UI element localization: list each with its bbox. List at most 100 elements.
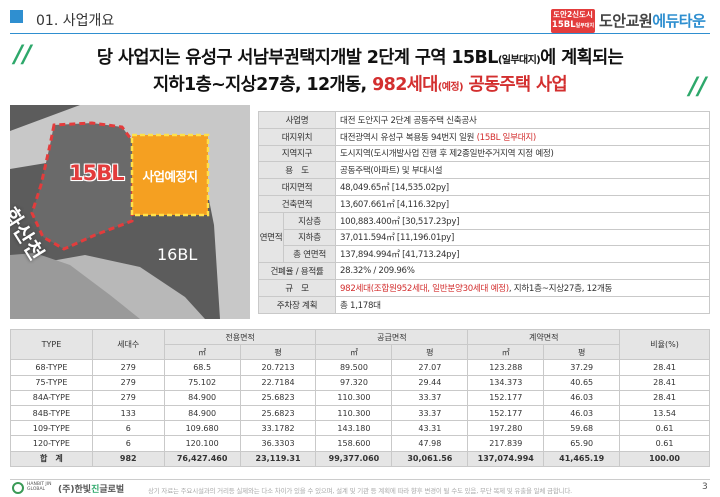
header-unit-m2: ㎡ <box>163 344 241 361</box>
table-cell: 84B-TYPE <box>10 404 93 422</box>
headline: 당 사업지는 유성구 서남부권택지개발 2단계 구역 15BL(일부대지)에 계… <box>40 46 680 100</box>
total-cell: 30,061.56 <box>391 450 469 467</box>
info-row: 건폐율 / 용적률 28.32% / 209.96% <box>258 262 710 280</box>
table-cell: 109-TYPE <box>10 420 93 437</box>
table-cell: 36.3303 <box>239 435 317 452</box>
header-ratio: 비율(%) <box>619 328 710 361</box>
info-value: 도시지역(도시개발사업 진행 후 제2종일반주거지역 지정 예정) <box>335 144 710 163</box>
table-cell: 110.300 <box>315 389 393 406</box>
total-cell: 76,427.460 <box>163 450 241 467</box>
info-key: 건축면적 <box>258 194 336 213</box>
table-cell: 65.90 <box>543 435 621 452</box>
table-cell: 120-TYPE <box>10 435 93 452</box>
table-cell: 27.07 <box>391 359 469 376</box>
table-cell: 279 <box>91 374 165 391</box>
table-cell: 25.6823 <box>239 389 317 406</box>
table-cell: 68.5 <box>163 359 241 376</box>
table-cell: 29.44 <box>391 374 469 391</box>
table-cell: 89.500 <box>315 359 393 376</box>
info-row: 연면적 지상층 100,883.400㎡ [30,517.23py] <box>258 211 710 264</box>
table-cell: 120.100 <box>163 435 241 452</box>
header-type: TYPE <box>10 328 93 361</box>
table-cell: 279 <box>91 389 165 406</box>
table-cell: 123.288 <box>467 359 545 376</box>
info-key: 건폐율 / 용적률 <box>258 262 336 280</box>
info-value: 대전 도안지구 2단계 공동주택 신축공사 <box>335 111 710 129</box>
project-info-table: 사업명 대전 도안지구 2단계 공동주택 신축공사 대지위치 대전광역시 유성구… <box>258 111 710 314</box>
table-cell: 197.280 <box>467 420 545 437</box>
unit-type-table: TYPE 세대수 전용면적 공급면적 계약면적 비율(%) ㎡ 평 ㎡ 평 ㎡ … <box>10 328 710 467</box>
table-subheader-row: ㎡ 평 ㎡ 평 ㎡ 평 <box>11 344 710 361</box>
info-value: 982세대(조합원952세대, 일반분양30세대 예정), 지하1층~지상27층… <box>335 278 710 297</box>
total-cell: 23,119.31 <box>239 450 317 467</box>
table-cell: 13.54 <box>619 404 710 422</box>
header-divider <box>10 33 710 34</box>
footer-divider <box>10 479 710 480</box>
table-cell: 28.41 <box>619 359 710 376</box>
table-cell: 59.68 <box>543 420 621 437</box>
table-cell: 84A-TYPE <box>10 389 93 406</box>
info-row: 주차장 계획 총 1,178대 <box>258 295 710 314</box>
map-label-15bl: 15BL <box>69 161 125 185</box>
info-key: 총 연면적 <box>283 245 336 264</box>
total-cell: 100.00 <box>619 450 710 467</box>
table-cell: 0.61 <box>619 420 710 437</box>
table-cell: 152.177 <box>467 389 545 406</box>
header-unit-m2: ㎡ <box>315 344 393 361</box>
section-marker-icon <box>10 10 23 23</box>
table-cell: 0.61 <box>619 435 710 452</box>
total-cell: 99,377.060 <box>315 450 393 467</box>
table-cell: 75-TYPE <box>10 374 93 391</box>
table-cell: 47.98 <box>391 435 469 452</box>
table-row: 84A-TYPE 279 84.900 25.6823 110.300 33.37 152.… <box>10 389 710 406</box>
info-row: 건축면적 13,607.661㎡ [4,116.32py] <box>258 194 710 213</box>
header-contract: 계약면적 <box>467 328 621 346</box>
table-row: 68-TYPE 279 68.5 20.7213 89.500 27.07 123.288 3… <box>10 359 710 376</box>
info-key: 규 모 <box>258 278 336 297</box>
table-cell: 158.600 <box>315 435 393 452</box>
info-key-group: 연면적 <box>258 211 284 264</box>
info-row: 대지위치 대전광역시 유성구 복용동 94번지 일원 (15BL 일부대지) <box>258 127 710 146</box>
info-key: 대지위치 <box>258 127 336 146</box>
quote-close-icon: // <box>689 72 707 100</box>
table-cell: 84.900 <box>163 404 241 422</box>
info-row: 사업명 대전 도안지구 2단계 공동주택 신축공사 <box>258 111 710 129</box>
table-cell: 152.177 <box>467 404 545 422</box>
table-cell: 279 <box>91 359 165 376</box>
quote-open-icon: // <box>14 40 32 68</box>
header-supply: 공급면적 <box>315 328 469 346</box>
info-row: 대지면적 48,049.65㎡ [14,535.02py] <box>258 178 710 196</box>
total-cell: 137,074.994 <box>467 450 545 467</box>
table-cell: 46.03 <box>543 389 621 406</box>
table-cell: 28.41 <box>619 374 710 391</box>
info-row: 총 연면적 137,894.994㎡ [41,713.24py] <box>259 245 710 264</box>
table-cell: 22.7184 <box>239 374 317 391</box>
logo-badge-line2: 15BL일부대지 <box>551 20 595 30</box>
table-header-row: TYPE 세대수 전용면적 공급면적 계약면적 비율(%) <box>10 328 710 361</box>
headline-line2: 지하1층~지상27층, 12개동, 982세대(예정) 공동주택 사업 <box>153 75 568 95</box>
total-cell: 합 계 <box>10 450 93 467</box>
info-key: 용 도 <box>258 161 336 180</box>
info-value: 28.32% / 209.96% <box>335 262 710 280</box>
info-value: 37,011.594㎡ [11,196.01py] <box>335 228 710 247</box>
table-row: 84B-TYPE 133 84.900 25.6823 110.300 33.37 152.… <box>10 404 710 422</box>
site-map-graphic <box>10 105 250 319</box>
info-key: 지하층 <box>283 228 336 247</box>
info-key: 대지면적 <box>258 178 336 196</box>
disclaimer: 상기 자료는 주요시설과의 거리등 실제와는 다소 차이가 있을 수 있으며, … <box>148 487 573 495</box>
table-cell: 33.37 <box>391 404 469 422</box>
table-cell: 143.180 <box>315 420 393 437</box>
header-unit-py: 평 <box>239 344 317 361</box>
info-value: 100,883.400㎡ [30,517.23py] <box>335 211 710 230</box>
info-value: 48,049.65㎡ [14,535.02py] <box>335 178 710 196</box>
logo-badge-line1: 도안2신도시 <box>553 10 593 19</box>
table-cell: 40.65 <box>543 374 621 391</box>
table-cell: 68-TYPE <box>10 359 93 376</box>
company-logo-text: HANBIT JIN GLOBAL <box>27 482 52 492</box>
header-unit-py: 평 <box>543 344 621 361</box>
map-label-16bl: 16BL <box>157 245 198 264</box>
info-key: 지상층 <box>283 211 336 230</box>
table-row: 109-TYPE 6 109.680 33.1782 143.180 43.31 197.2… <box>10 420 710 437</box>
info-key: 주차장 계획 <box>258 295 336 314</box>
table-total-row: 합 계 982 76,427.460 23,119.31 99,377.060 … <box>10 450 710 467</box>
